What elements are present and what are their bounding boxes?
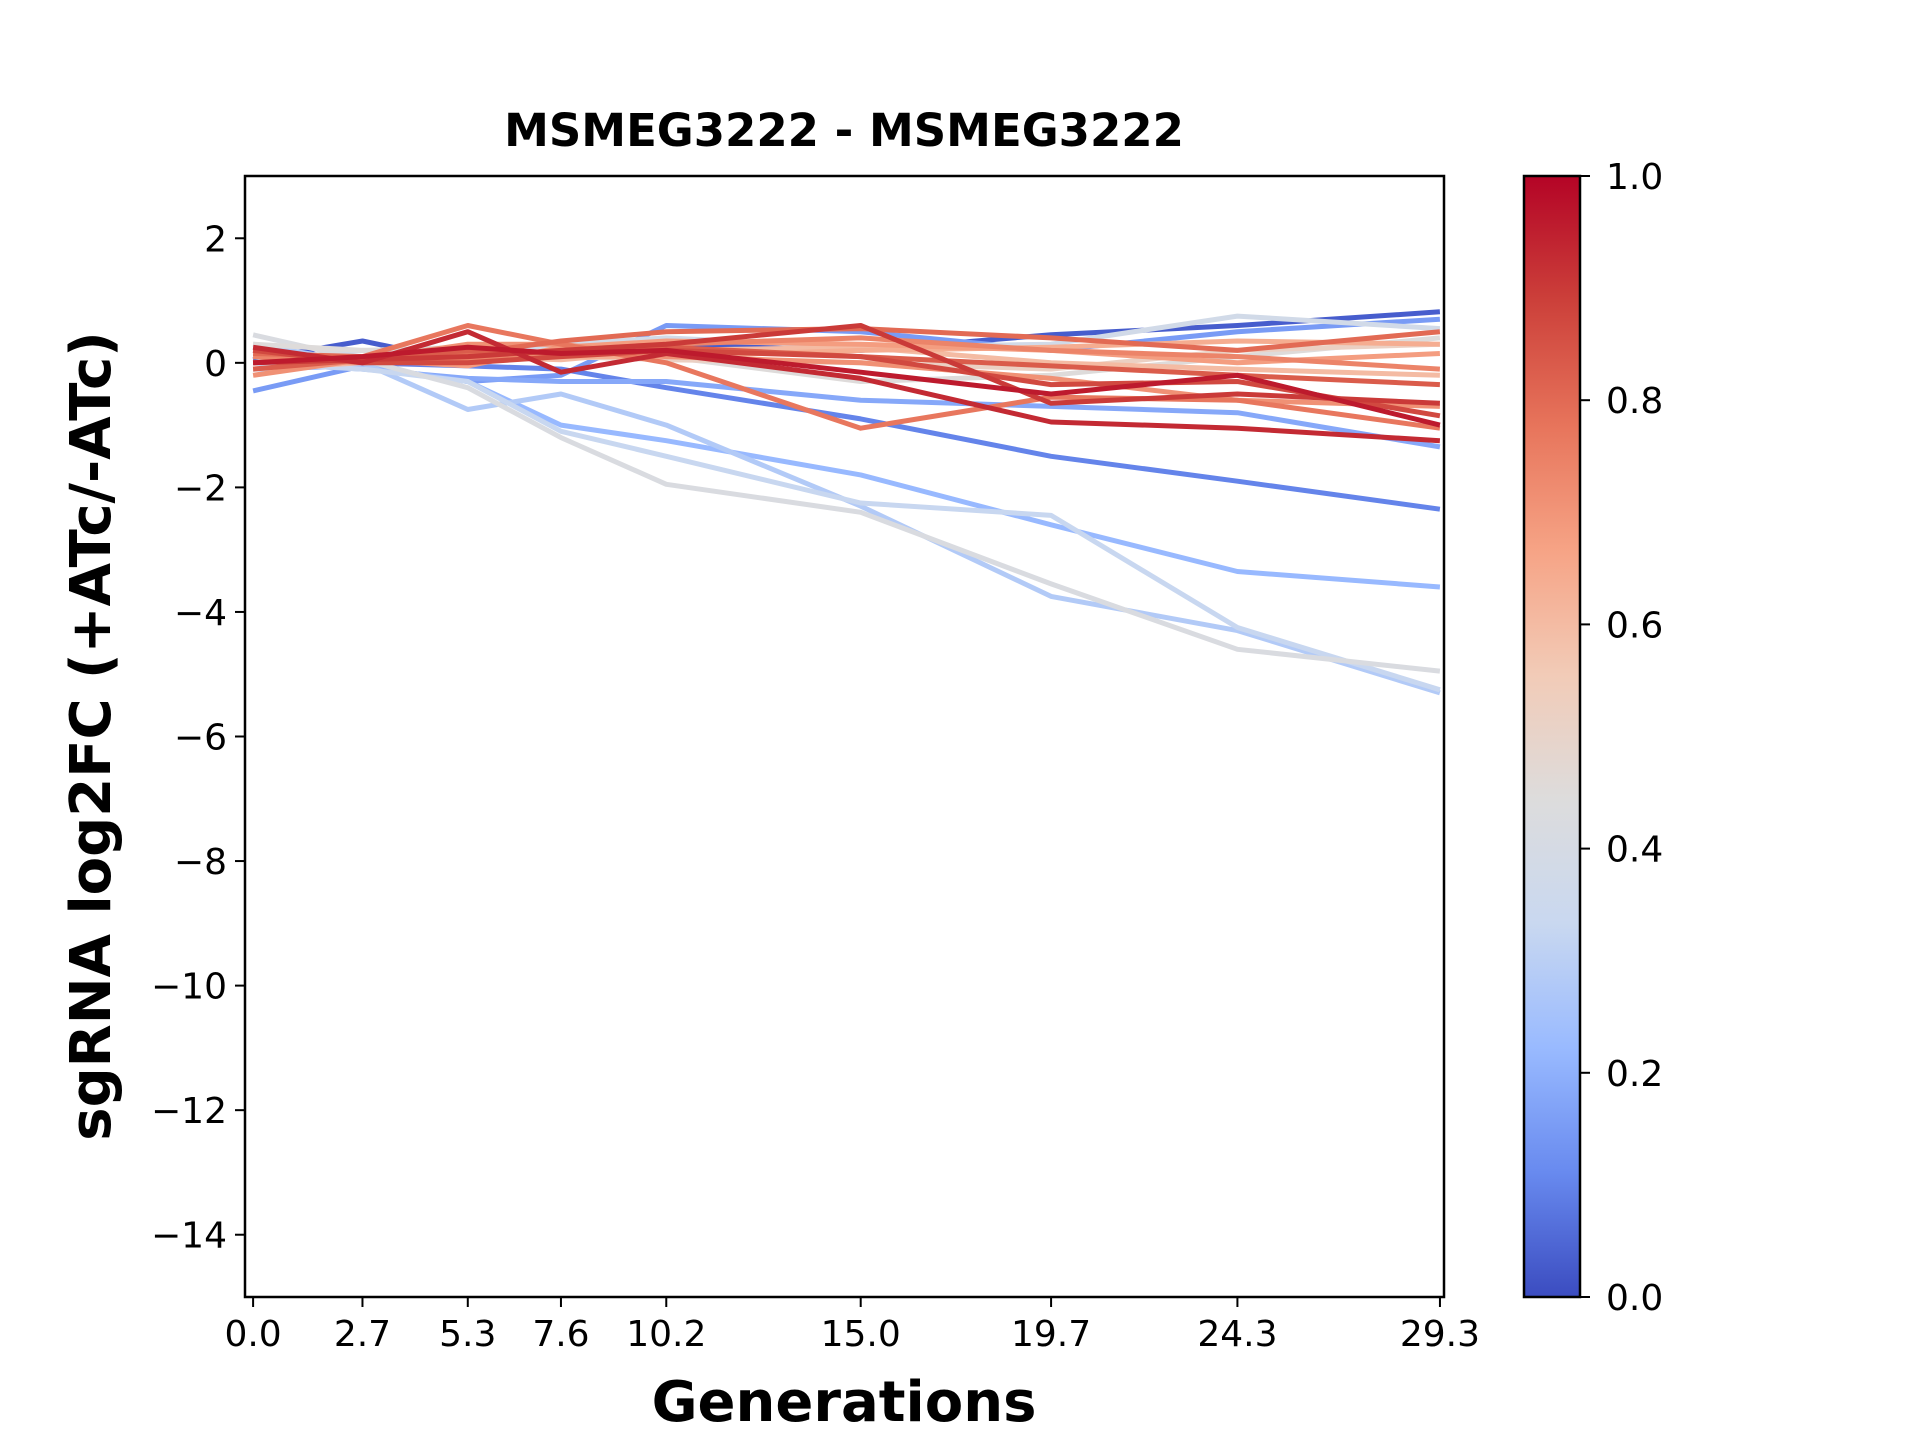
series-line-21: [253, 323, 1441, 406]
y-tick-label: −14: [151, 1216, 227, 1257]
x-tick-label: 2.7: [334, 1314, 391, 1355]
colorbar-ticks: 0.0 0.2 0.4 0.6 0.8 1.0: [1580, 157, 1663, 1319]
chart-title: MSMEG3222 - MSMEG3222: [504, 104, 1184, 157]
colorbar: [1522, 174, 1582, 1299]
x-tick-label: 7.6: [532, 1314, 589, 1355]
y-tick-label: −2: [174, 468, 227, 509]
x-tick-label: 10.2: [626, 1314, 706, 1355]
y-axis-ticks: 2 0 −2 −4 −6 −8 −10 −12 −14: [151, 219, 245, 1257]
series-line-9: [252, 332, 1441, 674]
y-tick-label: −4: [174, 593, 227, 634]
y-axis-label: sgRNA log2FC (+ATc/-ATc): [59, 331, 124, 1141]
x-tick-label: 0.0: [224, 1314, 281, 1355]
y-tick-label: 2: [204, 219, 227, 260]
y-tick-label: −10: [151, 967, 227, 1008]
series-line-6: [252, 341, 1441, 696]
x-tick-label: 5.3: [439, 1314, 496, 1355]
series-line-7: [252, 360, 1441, 693]
y-tick-label: −12: [151, 1091, 227, 1132]
x-axis-label: Generations: [652, 1370, 1037, 1435]
x-tick-label: 29.3: [1400, 1314, 1480, 1355]
series-line-23: [252, 344, 1441, 428]
x-tick-label: 15.0: [821, 1314, 901, 1355]
y-tick-label: −8: [174, 842, 227, 883]
colorbar-tick-label: 0.0: [1606, 1278, 1663, 1319]
x-tick-label: 24.3: [1197, 1314, 1277, 1355]
colorbar-tick-label: 0.4: [1606, 830, 1663, 871]
colorbar-tick-label: 0.6: [1606, 605, 1663, 646]
plot-lines: [252, 309, 1441, 696]
colorbar-tick-label: 1.0: [1606, 157, 1663, 198]
colorbar-tick-label: 0.2: [1606, 1054, 1663, 1095]
y-tick-label: 0: [204, 344, 227, 385]
y-tick-label: −6: [174, 718, 227, 759]
x-tick-label: 19.7: [1011, 1314, 1091, 1355]
x-axis-ticks: 0.0 2.7 5.3 7.6 10.2 15.0 19.7 24.3 29.3: [224, 1297, 1480, 1355]
colorbar-tick-label: 0.8: [1606, 381, 1663, 422]
